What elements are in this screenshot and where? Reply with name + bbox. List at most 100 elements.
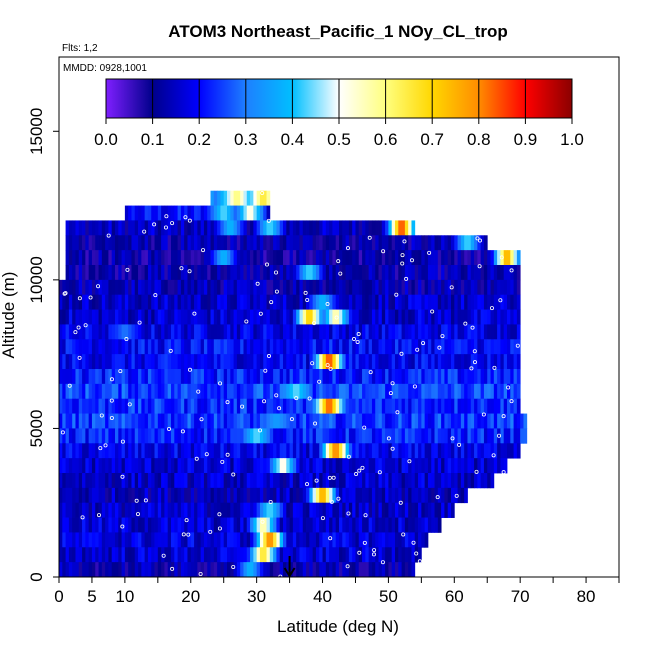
curtain-cell xyxy=(434,354,439,370)
curtain-cell xyxy=(259,517,264,533)
curtain-cell xyxy=(124,562,129,578)
curtain-cell xyxy=(78,354,83,370)
curtain-cell xyxy=(322,473,327,489)
curtain-cell xyxy=(138,324,142,340)
curtain-cell xyxy=(414,413,419,429)
curtain-cell xyxy=(95,294,99,310)
curtain-cell xyxy=(187,369,192,385)
curtain-cell xyxy=(352,250,356,266)
curtain-cell xyxy=(470,309,475,325)
curtain-cell xyxy=(203,235,208,251)
curtain-cell xyxy=(292,502,297,518)
curtain-cell xyxy=(95,220,99,236)
curtain-cell xyxy=(368,443,373,459)
curtain-cell xyxy=(424,413,429,429)
curtain-cell xyxy=(348,532,353,548)
curtain-cell xyxy=(157,383,162,400)
sample-point xyxy=(421,341,426,346)
curtain-cell xyxy=(315,383,320,400)
curtain-cell xyxy=(362,235,366,251)
curtain-cell xyxy=(118,265,122,281)
curtain-cell xyxy=(108,339,113,355)
curtain-cell xyxy=(493,383,498,400)
curtain-cell xyxy=(190,279,195,296)
curtain-cell xyxy=(197,369,202,385)
curtain-cell xyxy=(256,369,261,385)
curtain-cell xyxy=(78,532,83,548)
curtain-cell xyxy=(358,339,363,355)
curtain-cell xyxy=(434,473,439,489)
curtain-cell xyxy=(59,517,63,533)
curtain-cell xyxy=(457,294,462,310)
curtain-cell xyxy=(418,487,422,504)
curtain-cell xyxy=(329,369,333,385)
curtain-cell xyxy=(98,235,103,251)
curtain-cell xyxy=(355,413,360,429)
curtain-cell xyxy=(487,398,491,414)
curtain-cell xyxy=(233,413,238,429)
curtain-cell xyxy=(223,562,228,578)
curtain-cell xyxy=(75,309,80,325)
curtain-cell xyxy=(332,502,337,518)
curtain-cell xyxy=(246,309,251,325)
curtain-cell xyxy=(157,369,162,385)
curtain-cell xyxy=(65,235,70,251)
curtain-cell xyxy=(302,487,307,504)
curtain-cell xyxy=(230,279,234,296)
curtain-cell xyxy=(177,279,182,296)
curtain-cell xyxy=(174,473,178,489)
curtain-cell xyxy=(269,517,274,533)
curtain-cell xyxy=(309,532,314,548)
curtain-cell xyxy=(283,502,287,518)
curtain-cell xyxy=(147,458,152,474)
curtain-cell xyxy=(151,205,155,221)
curtain-cell xyxy=(111,309,116,325)
curtain-cell xyxy=(437,502,442,518)
curtain-cell xyxy=(95,443,99,459)
curtain-cell xyxy=(385,220,389,236)
curtain-cell xyxy=(164,413,169,429)
curtain-cell xyxy=(144,413,149,429)
curtain-cell xyxy=(500,324,505,340)
curtain-cell xyxy=(68,369,73,385)
curtain-cell xyxy=(279,383,284,400)
curtain-cell xyxy=(510,309,514,325)
curtain-cell xyxy=(144,309,149,325)
curtain-cell xyxy=(385,294,389,310)
curtain-cell xyxy=(345,250,350,266)
curtain-cell xyxy=(240,413,244,429)
curtain-cell xyxy=(240,294,244,310)
curtain-cell xyxy=(138,220,142,236)
curtain-cell xyxy=(371,309,376,325)
curtain-cell xyxy=(503,324,508,340)
curtain-cell xyxy=(68,383,73,400)
curtain-cell xyxy=(164,502,169,518)
curtain-cell xyxy=(131,383,136,400)
curtain-cell xyxy=(286,235,290,251)
curtain-cell xyxy=(348,324,353,340)
curtain-cell xyxy=(240,532,244,548)
curtain-cell xyxy=(345,235,350,251)
curtain-cell xyxy=(299,324,304,340)
curtain-cell xyxy=(289,250,294,266)
curtain-cell xyxy=(292,279,297,296)
curtain-cell xyxy=(236,354,241,370)
curtain-cell xyxy=(490,309,495,325)
curtain-cell xyxy=(322,250,327,266)
curtain-cell xyxy=(503,250,508,266)
curtain-cell xyxy=(404,487,409,504)
curtain-cell xyxy=(184,413,188,429)
curtain-cell xyxy=(401,369,406,385)
sample-point xyxy=(430,309,435,314)
curtain-cell xyxy=(138,398,142,414)
curtain-cell xyxy=(151,532,155,548)
curtain-cell xyxy=(118,517,122,533)
curtain-cell xyxy=(306,547,310,563)
curtain-cell xyxy=(144,205,149,221)
curtain-cell xyxy=(177,309,182,325)
curtain-cell xyxy=(88,220,93,236)
curtain-cell xyxy=(319,369,323,385)
curtain-cell xyxy=(414,502,419,518)
colorbar-tick-label: 0.6 xyxy=(374,130,398,149)
sample-point xyxy=(363,513,368,518)
